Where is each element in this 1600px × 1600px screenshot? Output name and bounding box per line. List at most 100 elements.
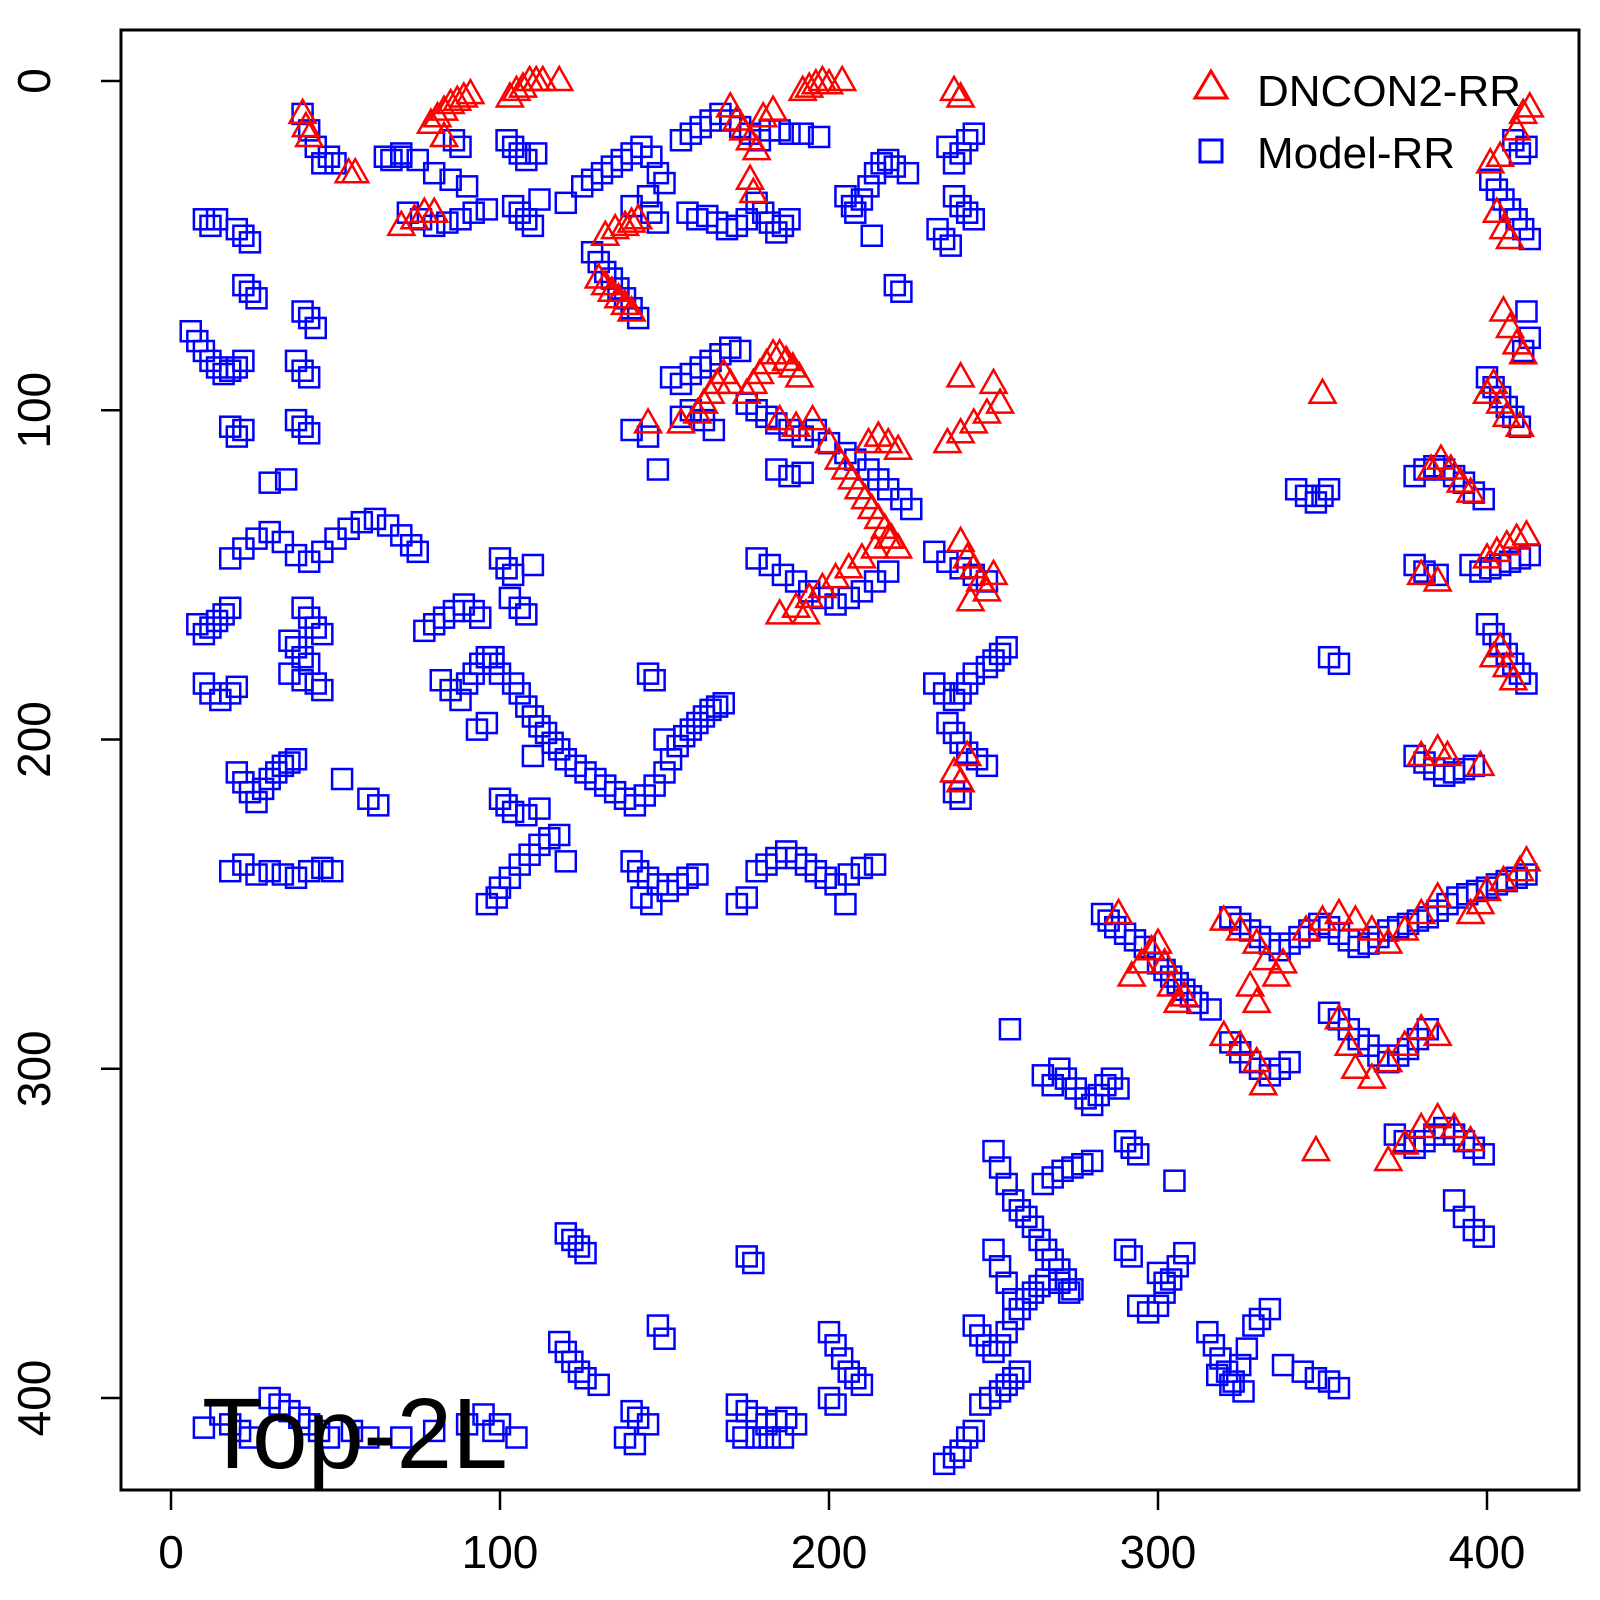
legend-label-model-rr: Model-RR (1257, 129, 1455, 178)
model-rr-point (297, 422, 321, 445)
dncon2-rr-point (527, 64, 558, 92)
dncon2-rr-point (1455, 897, 1486, 925)
model-rr-point (547, 823, 571, 847)
model-rr-point (505, 1426, 528, 1449)
model-rr-point (620, 1399, 643, 1423)
model-rr-point (390, 1426, 413, 1449)
model-rr-point (653, 761, 676, 784)
model-rr-point (1515, 135, 1538, 159)
model-rr-point (225, 425, 249, 448)
model-rr-point (330, 767, 354, 791)
model-rr-point (850, 856, 874, 880)
model-rr-point (1127, 1143, 1150, 1166)
model-rr-point (857, 175, 880, 198)
dncon2-rr-point (422, 100, 453, 128)
dncon2-rr-point (827, 64, 858, 92)
model-rr-point (1515, 672, 1538, 695)
model-rr-point (824, 1334, 847, 1357)
dncon2-rr-point (794, 71, 825, 98)
dncon2-rr-point (938, 74, 970, 102)
model-rr-point (636, 425, 660, 448)
dncon2-rr-point (419, 196, 450, 223)
dncon2-rr-point (494, 80, 526, 108)
model-rr-point (501, 194, 525, 218)
dncon2-rr-point (734, 163, 766, 191)
model-rr-point (686, 863, 709, 886)
model-rr-point (406, 540, 429, 564)
model-rr-point (1113, 1238, 1137, 1262)
legend-square-marker (1198, 138, 1224, 164)
model-rr-point (245, 790, 268, 814)
model-rr-point (995, 1373, 1018, 1397)
model-rr-point (561, 1228, 584, 1252)
model-rr-point (337, 517, 360, 541)
dncon2-rr-point (1422, 564, 1453, 592)
dncon2-rr-point (1373, 927, 1404, 954)
dncon2-rr-point (583, 262, 614, 289)
model-rr-point (988, 1380, 1012, 1403)
model-rr-point (422, 161, 446, 185)
dncon2-rr-point (1475, 146, 1506, 174)
model-rr-point (712, 692, 735, 715)
model-rr-point (218, 682, 242, 705)
model-rr-point (1015, 1287, 1038, 1311)
model-rr-point (449, 688, 472, 712)
model-rr-point (1235, 1337, 1259, 1360)
model-rr-point (278, 751, 301, 774)
plot-frame (119, 28, 1581, 1492)
model-rr-point (205, 208, 229, 231)
model-rr-point (1278, 1050, 1301, 1074)
dncon2-rr-point (1162, 986, 1193, 1014)
dncon2-rr-point (820, 561, 851, 589)
dncon2-rr-point (1445, 466, 1476, 493)
model-rr-point (567, 1235, 591, 1258)
model-rr-point (508, 682, 531, 705)
dncon2-rr-point (399, 202, 430, 230)
model-rr-point (1163, 1169, 1186, 1192)
model-rr-point (482, 1419, 505, 1443)
dncon2-rr-point (945, 416, 976, 444)
model-rr-point (640, 892, 663, 916)
dncon2-rr-point (1494, 311, 1526, 339)
dncon2-rr-point (287, 97, 318, 125)
model-rr-point (1196, 1320, 1219, 1344)
model-rr-point (1120, 1245, 1143, 1268)
model-rr-point (837, 863, 860, 886)
model-rr-point (1061, 1278, 1084, 1301)
model-rr-point (212, 362, 235, 386)
model-rr-point (778, 464, 801, 488)
model-rr-point (225, 356, 249, 379)
model-rr-point (932, 227, 956, 251)
model-rr-point (837, 1360, 860, 1383)
dncon2-rr-point (984, 387, 1016, 414)
dncon2-rr-point (807, 571, 838, 599)
dncon2-rr-point (1508, 337, 1539, 365)
model-rr-point (1304, 1366, 1328, 1390)
dncon2-rr-point (813, 67, 845, 95)
dncon2-rr-point (428, 94, 460, 121)
model-rr-point (988, 1255, 1012, 1278)
model-rr-point (988, 1334, 1012, 1357)
dncon2-rr-point (1406, 897, 1437, 925)
model-rr-point (646, 458, 670, 481)
model-rr-point (1199, 998, 1222, 1021)
dncon2-rr-point (1425, 443, 1457, 470)
model-rr-point (742, 1251, 765, 1275)
model-rr-point (278, 662, 301, 685)
model-rr-point (1472, 1143, 1495, 1166)
model-rr-point (1327, 1376, 1351, 1400)
model-rr-point (1508, 142, 1532, 165)
model-rr-point (771, 1426, 795, 1449)
model-rr-point (995, 1320, 1018, 1344)
model-rr-point (699, 698, 722, 722)
dncon2-rr-point (544, 64, 575, 92)
model-rr-point (501, 800, 525, 824)
x-tick-label: 0 (158, 1526, 184, 1578)
model-rr-point (745, 547, 768, 570)
dncon2-rr-point (442, 84, 473, 112)
dncon2-rr-point (764, 403, 795, 431)
dncon2-rr-point (455, 77, 486, 105)
dncon2-rr-point (665, 406, 697, 434)
dncon2-rr-point (1511, 518, 1542, 546)
